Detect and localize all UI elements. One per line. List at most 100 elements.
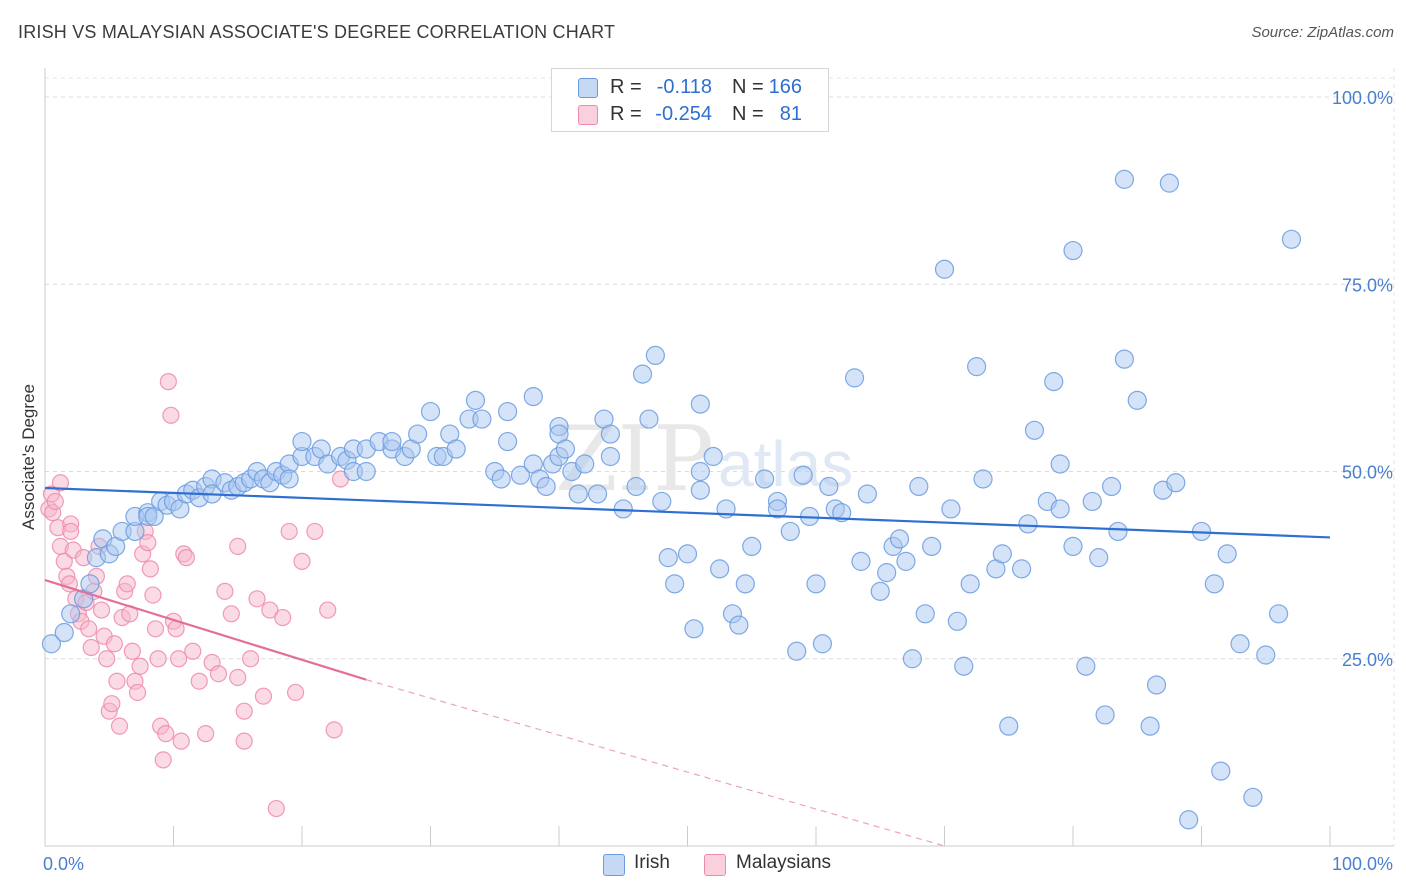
- irish-point: [1140, 716, 1160, 736]
- malaysian-point: [144, 586, 162, 604]
- irish-point: [279, 469, 299, 489]
- malaysian-point: [128, 683, 147, 702]
- legend-row-irish: R = -0.118 N = 166: [552, 73, 828, 101]
- legend-swatch-irish: [578, 78, 598, 98]
- irish-point: [851, 551, 871, 571]
- malaysian-point: [293, 552, 311, 570]
- malaysian-point: [51, 474, 70, 492]
- malaysian-point: [80, 620, 98, 638]
- irish-point: [1101, 476, 1122, 497]
- malaysian-point: [184, 642, 202, 660]
- irish-point: [523, 387, 543, 407]
- irish-point: [472, 409, 492, 429]
- irish-point: [1018, 514, 1038, 534]
- malaysian-point: [139, 534, 157, 552]
- irish-point: [896, 551, 916, 571]
- malaysian-point: [267, 799, 285, 818]
- x-tick-label: 100.0%: [1332, 854, 1393, 874]
- malaysian-point: [92, 601, 111, 619]
- irish-point: [787, 641, 807, 661]
- irish-point: [1146, 675, 1167, 695]
- irish-point: [812, 634, 833, 654]
- irish-point: [1127, 390, 1147, 410]
- malaysian-point: [141, 560, 159, 578]
- irish-point: [844, 368, 865, 388]
- irish-point: [356, 461, 376, 482]
- irish-point: [754, 469, 775, 489]
- irish-point: [1268, 604, 1289, 624]
- irish-point: [909, 476, 929, 497]
- irish-point: [889, 529, 910, 549]
- legend-row-malaysians: R = -0.254 N = 81: [552, 100, 828, 128]
- irish-point: [1281, 229, 1302, 249]
- irish-point: [446, 439, 466, 459]
- y-axis-label: Associate's Degree: [19, 384, 38, 530]
- malaysian-point: [229, 537, 247, 556]
- malaysian-point: [235, 702, 253, 720]
- irish-point: [703, 446, 723, 467]
- irish-point: [684, 619, 704, 639]
- legend-r-value: -0.254: [655, 103, 712, 125]
- irish-point: [857, 484, 878, 504]
- irish-point: [568, 484, 588, 504]
- malaysian-point: [46, 492, 64, 511]
- trend-lines: [44, 486, 1331, 847]
- irish-point: [420, 401, 441, 422]
- malaysian-point: [154, 751, 172, 769]
- malaysian-point: [110, 717, 129, 735]
- legend-r-label: R =: [610, 76, 642, 98]
- malaysian-point: [103, 695, 121, 713]
- legend-r-value: -0.118: [656, 76, 712, 98]
- malaysian-point: [98, 650, 116, 668]
- irish-point: [491, 469, 511, 489]
- irish-point: [1089, 548, 1109, 568]
- irish-point: [1256, 645, 1276, 665]
- irish-point: [915, 604, 935, 624]
- malaysian-point: [216, 582, 234, 600]
- irish-point: [1217, 544, 1237, 564]
- malaysian-point: [306, 522, 324, 541]
- irish-point: [600, 446, 621, 467]
- irish-point: [498, 431, 518, 452]
- malaysian-point: [105, 635, 123, 653]
- y-tick-label: 100.0%: [1332, 88, 1393, 108]
- irish-point: [555, 439, 576, 459]
- irish-point: [922, 536, 942, 557]
- series-legend: Irish Malaysians: [0, 852, 1406, 878]
- malaysian-trend-line: [44, 579, 367, 681]
- irish-point: [1166, 473, 1186, 493]
- irish-point: [1211, 761, 1231, 781]
- chart-title: IRISH VS MALAYSIAN ASSOCIATE'S DEGREE CO…: [18, 22, 616, 42]
- irish-point: [1243, 787, 1263, 807]
- irish-point: [947, 611, 967, 631]
- irish-point: [793, 465, 813, 485]
- legend-r-label: R =: [610, 103, 642, 125]
- malaysian-point: [159, 373, 177, 391]
- irish-point: [954, 656, 974, 676]
- irish-point: [742, 536, 762, 557]
- malaysian-point: [108, 672, 126, 690]
- irish-point: [999, 716, 1019, 736]
- irish-point: [690, 461, 710, 482]
- malaysian-point: [62, 522, 80, 541]
- irish-point: [510, 465, 531, 485]
- malaysian-point: [274, 608, 292, 627]
- irish-point: [806, 574, 826, 594]
- malaysian-point: [149, 650, 167, 668]
- irish-point: [941, 499, 961, 519]
- irish-point: [690, 480, 710, 500]
- irish-point: [587, 484, 608, 504]
- malaysian-point: [123, 642, 141, 660]
- irish-point: [1063, 536, 1083, 557]
- irish-point: [1095, 705, 1115, 725]
- legend-swatch-malaysians: [578, 105, 598, 125]
- irish-point: [665, 574, 685, 594]
- irish-point: [1063, 240, 1083, 261]
- correlation-legend: R = -0.118 N = 166 R = -0.254 N = 81: [551, 68, 829, 132]
- legend-swatch-irish: [603, 854, 625, 876]
- irish-point: [626, 476, 646, 497]
- irish-point: [80, 574, 100, 594]
- legend-swatch-malaysians: [704, 854, 726, 876]
- irish-point: [677, 544, 698, 564]
